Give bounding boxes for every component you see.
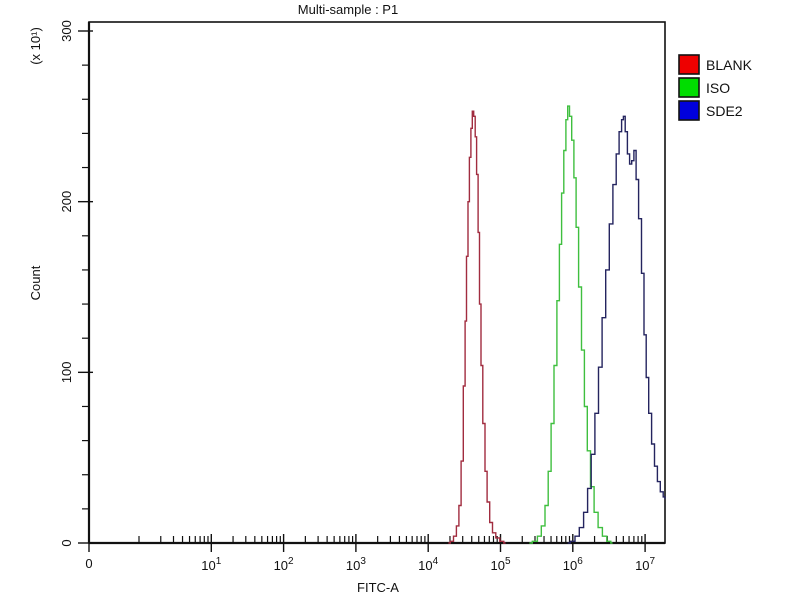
x-axis-ticks: 0 101 102 103 104 105 106 107 (85, 534, 656, 573)
legend-swatch-blank (678, 54, 700, 75)
chart-title: Multi-sample : P1 (298, 2, 398, 17)
legend-label: BLANK (706, 57, 753, 73)
y-tick-label: 200 (59, 191, 74, 213)
legend-item-iso: ISO (678, 77, 730, 98)
x-tick-label: 101 (201, 556, 221, 573)
x-tick-exponent: 4 (433, 556, 439, 567)
x-tick-exponent: 5 (505, 556, 511, 567)
curve-sde2 (567, 115, 666, 544)
legend-item-sde2: SDE2 (678, 100, 743, 121)
x-tick-exponent: 6 (577, 556, 583, 567)
x-tick-label: 102 (274, 556, 294, 573)
y-axis-title: Count (28, 265, 43, 300)
y-tick-label: 0 (59, 539, 74, 546)
x-axis-title: FITC-A (357, 580, 399, 595)
y-tick-label: 100 (59, 361, 74, 383)
x-tick-label: 106 (563, 556, 583, 573)
y-tick-label: 300 (59, 20, 74, 42)
x-tick-exponent: 2 (288, 556, 294, 567)
x-tick-label: 105 (490, 556, 510, 573)
curve-iso (529, 105, 613, 544)
x-tick-exponent: 7 (650, 556, 656, 567)
histogram-curves (448, 105, 666, 544)
x-tick-exponent: 3 (360, 556, 366, 567)
legend-item-blank: BLANK (678, 54, 753, 75)
y-axis-multiplier-label: (x 10¹) (28, 27, 43, 65)
legend-label: ISO (706, 80, 730, 96)
legend-swatch-iso (678, 77, 700, 98)
x-tick-label: 103 (346, 556, 366, 573)
x-tick-exponent: 1 (216, 556, 222, 567)
legend-swatch-sde2 (678, 100, 700, 121)
x-tick-label: 104 (418, 556, 438, 573)
legend: BLANK ISO SDE2 (678, 54, 753, 121)
curve-blank (448, 110, 506, 544)
y-axis-ticks: 0 100 200 300 (59, 20, 93, 547)
x-tick-label: 107 (635, 556, 655, 573)
x-tick-label: 0 (85, 556, 92, 571)
legend-label: SDE2 (706, 103, 743, 119)
